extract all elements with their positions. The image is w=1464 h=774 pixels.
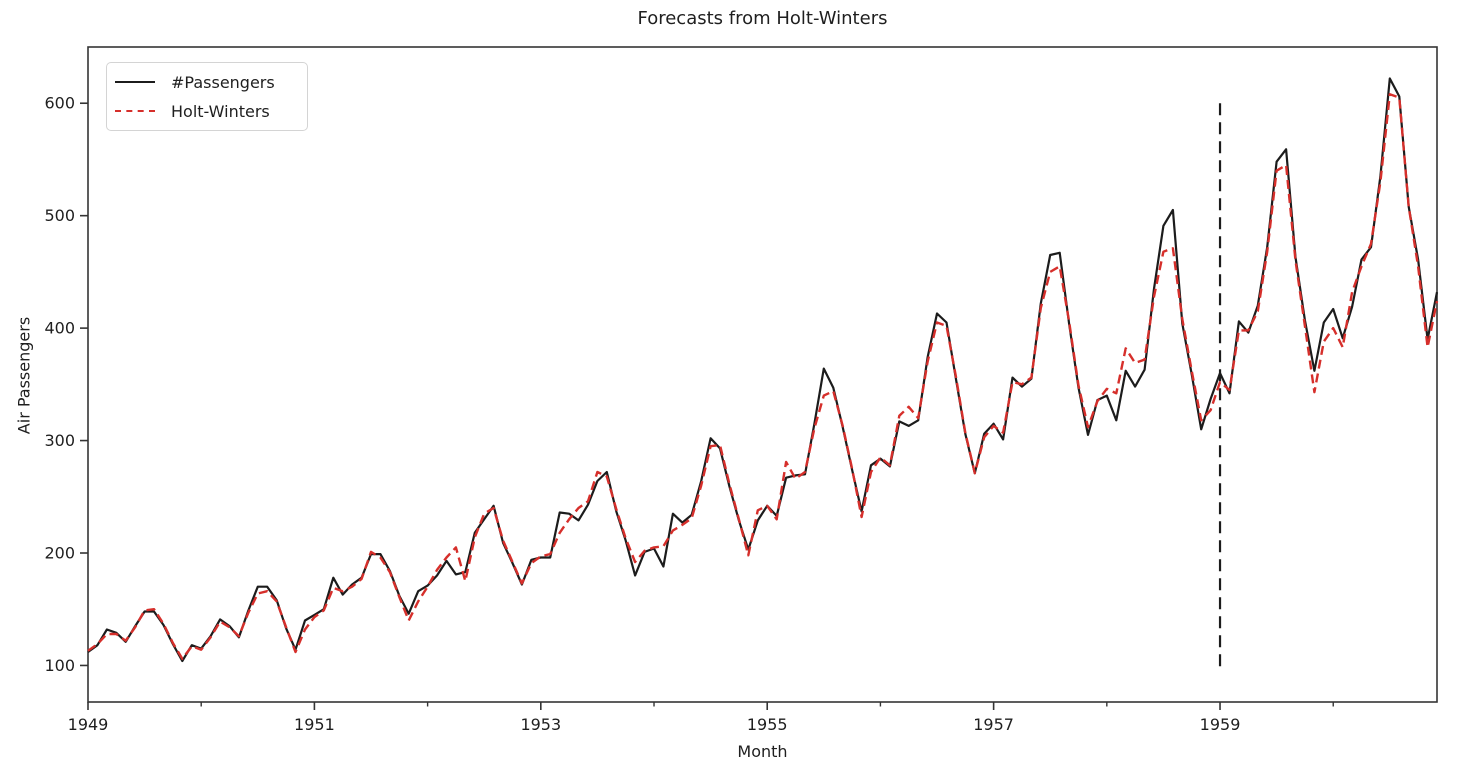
y-tick-label: 400 xyxy=(44,319,75,338)
legend-item-passengers: #Passengers xyxy=(115,71,295,93)
legend-label-passengers: #Passengers xyxy=(171,72,275,92)
x-tick-label: 1959 xyxy=(1200,715,1241,734)
legend-item-holt-winters: Holt-Winters xyxy=(115,100,295,122)
x-tick-label: 1955 xyxy=(747,715,788,734)
holt-winters-line xyxy=(87,92,1439,660)
passengers-line-swatch xyxy=(115,81,155,83)
chart-title: Forecasts from Holt-Winters xyxy=(637,8,888,29)
y-tick-label: 500 xyxy=(44,206,75,225)
y-tick-label: 300 xyxy=(44,431,75,450)
legend-label-holt-winters: Holt-Winters xyxy=(171,101,270,121)
y-axis-label: Air Passengers xyxy=(14,316,34,435)
y-tick-label: 100 xyxy=(44,656,75,675)
x-axis-label: Month xyxy=(737,742,788,761)
axes-spines xyxy=(87,46,1438,703)
holt-winters-line-swatch xyxy=(115,110,155,112)
x-tick-label: 1953 xyxy=(520,715,561,734)
y-tick-label: 600 xyxy=(44,94,75,113)
x-tick-label: 1949 xyxy=(68,715,109,734)
x-tick-label: 1957 xyxy=(973,715,1014,734)
legend: #Passengers Holt-Winters xyxy=(106,62,308,131)
y-tick-label: 200 xyxy=(44,544,75,563)
passengers-line xyxy=(87,77,1439,663)
x-tick-label: 1951 xyxy=(294,715,335,734)
